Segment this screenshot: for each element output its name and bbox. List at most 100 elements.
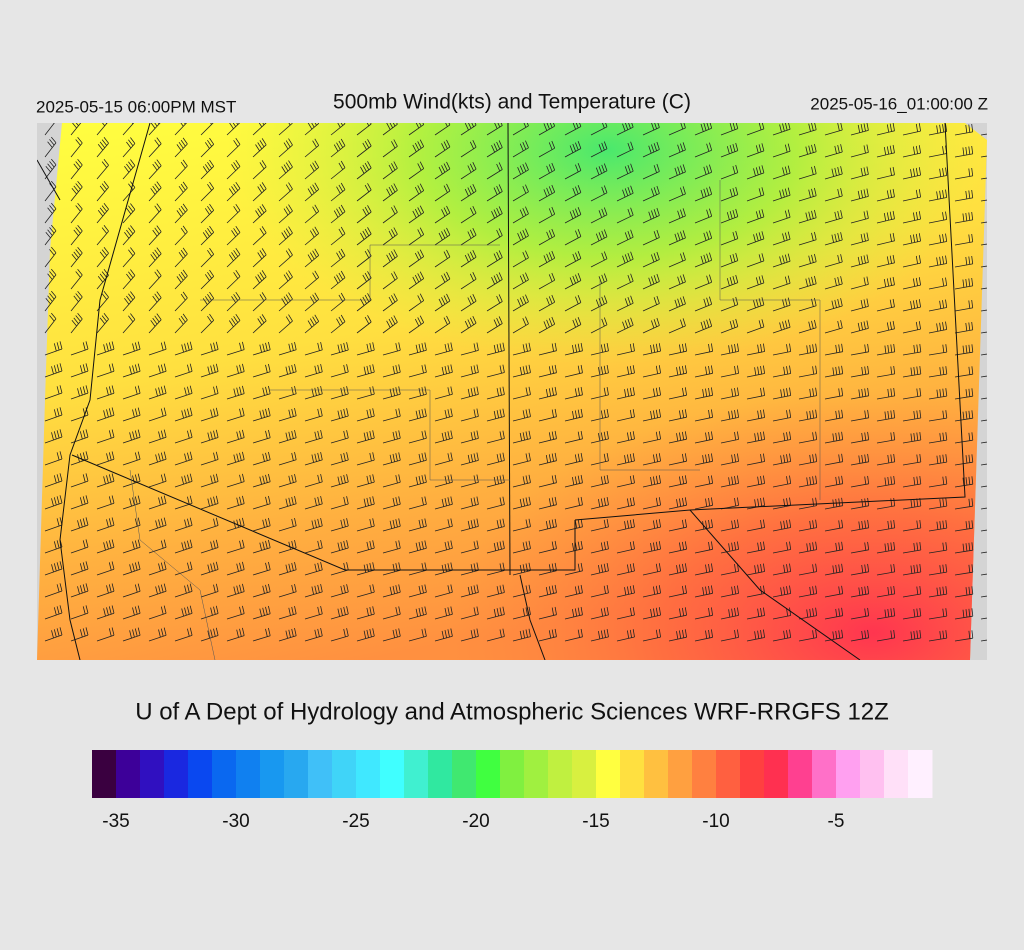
wind-barb [174, 137, 188, 158]
wind-barb [694, 409, 713, 422]
wind-barb [850, 144, 869, 158]
wind-barb [434, 584, 453, 598]
wind-barb [278, 123, 293, 136]
wind-barb [408, 342, 427, 356]
wind-barb [694, 585, 713, 598]
wind-barb [174, 539, 193, 554]
wind-barb [486, 272, 503, 290]
wind-barb [44, 473, 63, 488]
tick-label: -20 [462, 811, 489, 832]
wind-barb [96, 363, 115, 378]
wind-barb [408, 139, 425, 158]
wind-barb [278, 138, 293, 158]
wind-barb [122, 605, 141, 620]
wind-barb [460, 430, 479, 444]
wind-barb [928, 630, 948, 642]
wind-barb [408, 249, 425, 268]
wind-barb [564, 317, 582, 334]
wind-barb [200, 385, 219, 400]
wind-barb [70, 246, 83, 268]
wind-barb [434, 496, 453, 510]
wind-barb [564, 628, 583, 642]
wind-barb [668, 497, 687, 510]
wind-barb [746, 143, 765, 158]
wind-barb [824, 629, 844, 642]
wind-barb [148, 269, 162, 290]
color-swatch [692, 750, 717, 798]
wind-barb [538, 272, 556, 290]
wind-barb [798, 165, 817, 180]
wind-barb [902, 167, 921, 180]
wind-barb [226, 341, 245, 356]
wind-barb [850, 320, 869, 334]
border [71, 454, 576, 571]
wind-barb [720, 629, 739, 642]
wind-barb [382, 183, 398, 202]
wind-barb [148, 313, 162, 334]
wind-barb [564, 342, 583, 356]
wind-barb [122, 517, 141, 532]
wind-barb [382, 540, 401, 554]
wind-barb [148, 627, 167, 642]
wind-barb [304, 606, 323, 620]
wind-barb [642, 585, 661, 598]
wind-barb [382, 452, 401, 466]
wind-barb [304, 123, 320, 136]
wind-barb [174, 473, 193, 488]
wind-barb [408, 183, 425, 202]
wind-barb [512, 342, 531, 356]
wind-barb [668, 343, 687, 356]
wind-barb [720, 387, 739, 400]
wind-barb [538, 452, 557, 466]
wind-barb [642, 365, 661, 378]
wind-barb [70, 290, 83, 312]
wind-barbs [44, 123, 987, 642]
wind-barb [564, 606, 583, 620]
wind-barb [746, 453, 765, 466]
wind-barb [200, 247, 215, 268]
wind-barb [824, 475, 844, 488]
wind-barb [538, 316, 556, 334]
color-swatch [476, 750, 501, 798]
wind-barb [226, 159, 241, 180]
wind-barb [486, 518, 505, 532]
wind-barb [694, 318, 713, 334]
wind-barb [252, 583, 271, 598]
wind-barb [772, 297, 791, 312]
color-swatch [380, 750, 405, 798]
color-swatch [92, 750, 117, 798]
wind-barb [694, 497, 713, 510]
wind-barb [746, 319, 765, 334]
wind-barb [122, 203, 136, 224]
wind-barb [460, 342, 479, 356]
wind-barb [720, 365, 739, 378]
wind-barb [590, 607, 609, 620]
wind-barb [512, 452, 531, 466]
wind-barb [694, 123, 713, 136]
wind-barb [616, 185, 634, 202]
wind-barb [226, 291, 241, 312]
wind-barb [954, 321, 974, 334]
wind-barb [902, 233, 921, 246]
wind-barb [174, 123, 187, 136]
wind-barb [564, 408, 583, 422]
wind-barb [876, 166, 895, 180]
wind-barb [278, 452, 297, 466]
wind-barb [174, 583, 193, 598]
wind-barb [356, 271, 372, 290]
wind-barb [590, 317, 608, 334]
wind-barb [928, 410, 948, 422]
wind-barb [122, 341, 141, 356]
color-swatch [812, 750, 837, 798]
wind-barb [330, 408, 349, 422]
wind-barb [304, 474, 323, 488]
wind-barb [954, 233, 974, 246]
wind-barb [96, 517, 115, 532]
wind-barb [564, 562, 583, 576]
color-swatch [836, 750, 861, 798]
wind-barb [174, 407, 193, 422]
wind-barb [200, 181, 215, 202]
wind-barb [876, 453, 896, 466]
wind-barb [928, 520, 948, 532]
wind-barb [954, 432, 974, 444]
